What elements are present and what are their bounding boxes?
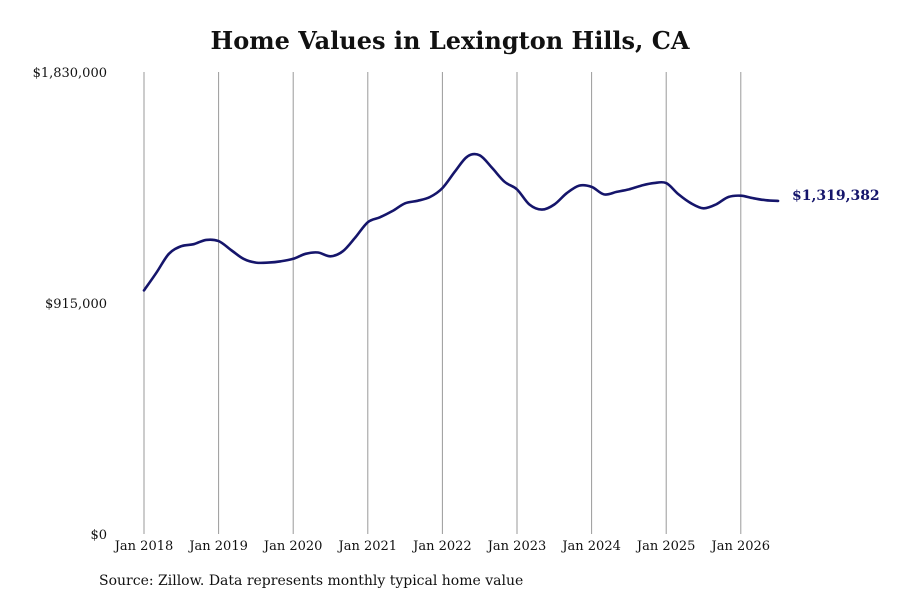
chart-title: Home Values in Lexington Hills, CA (210, 26, 690, 55)
x-tick-label: Jan 2018 (113, 539, 174, 554)
y-tick-label: $0 (90, 528, 107, 543)
x-tick-label: Jan 2019 (187, 539, 248, 554)
x-tick-label: Jan 2021 (337, 539, 398, 554)
y-tick-label: $915,000 (45, 297, 107, 312)
x-tick-label: Jan 2026 (710, 539, 771, 554)
x-tick-label: Jan 2020 (262, 539, 323, 554)
x-tick-label: Jan 2022 (411, 539, 472, 554)
y-tick-label: $1,830,000 (33, 66, 107, 81)
x-tick-label: Jan 2025 (635, 539, 696, 554)
source-note: Source: Zillow. Data represents monthly … (99, 573, 524, 589)
x-tick-label: Jan 2024 (560, 539, 621, 554)
end-value-label: $1,319,382 (792, 188, 880, 204)
home-value-line (142, 152, 780, 292)
x-tick-label: Jan 2023 (486, 539, 547, 554)
